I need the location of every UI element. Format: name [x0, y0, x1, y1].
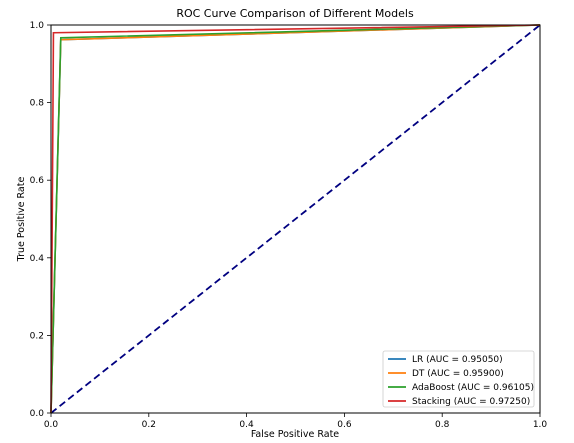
y-axis-label: True Positive Rate — [16, 177, 27, 263]
y-tick-label: 0.2 — [30, 331, 44, 341]
y-tick-label: 0.6 — [30, 176, 45, 186]
legend-box — [382, 350, 535, 408]
plot-frame — [50, 24, 541, 414]
legend: LR (AUC = 0.95050) DT (AUC = 0.95900) AdaB… — [382, 350, 535, 408]
x-tick-label: 0.6 — [337, 420, 352, 430]
x-tick-label: 0.4 — [239, 420, 254, 430]
x-axis-label: False Positive Rate — [251, 429, 339, 440]
y-tick-label: 0.4 — [30, 254, 45, 264]
x-tick-label: 0.2 — [142, 420, 156, 430]
legend-label-adaboost: AdaBoost (AUC = 0.96105) — [412, 383, 534, 393]
diagonal-reference-line — [50, 24, 541, 414]
y-axis: 0.0 0.2 0.4 0.6 0.8 1.0 — [30, 21, 51, 419]
x-tick-label: 0.8 — [435, 420, 450, 430]
x-tick-label: 0.0 — [44, 420, 59, 430]
y-tick-label: 0.0 — [30, 409, 45, 419]
series-line-stacking — [50, 24, 541, 414]
y-tick-label: 1.0 — [30, 21, 45, 31]
plot-area — [50, 24, 541, 414]
x-axis: 0.0 0.2 0.4 0.6 0.8 1.0 — [44, 413, 548, 430]
legend-label-lr: LR (AUC = 0.95050) — [412, 355, 503, 365]
x-tick-label: 1.0 — [533, 420, 548, 430]
y-tick-label: 0.8 — [30, 99, 45, 109]
series-line-adaboost — [50, 24, 541, 414]
legend-label-stacking: Stacking (AUC = 0.97250) — [412, 397, 530, 407]
legend-label-dt: DT (AUC = 0.95900) — [412, 369, 504, 379]
chart-title: ROC Curve Comparison of Different Models — [176, 7, 414, 20]
